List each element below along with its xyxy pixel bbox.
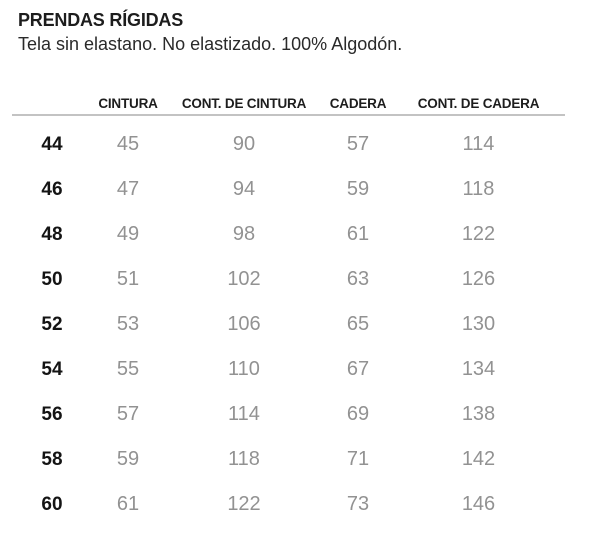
table-row: 48 49 98 61 122 — [12, 212, 565, 257]
value-cell: 134 — [461, 358, 496, 380]
size-cell: 54 — [41, 358, 63, 380]
value-cell: 61 — [116, 493, 140, 515]
value-cell: 53 — [116, 313, 140, 335]
size-cell: 52 — [41, 313, 63, 335]
size-cell: 46 — [41, 178, 63, 200]
value-cell: 63 — [346, 268, 370, 290]
table-row: 46 47 94 59 118 — [12, 167, 565, 212]
value-cell: 126 — [461, 268, 496, 290]
value-cell: 118 — [462, 178, 495, 200]
table-row: 52 53 106 65 130 — [12, 302, 565, 347]
size-cell: 58 — [41, 448, 63, 470]
page-title: PRENDAS RÍGIDAS — [18, 10, 184, 30]
table-body: 44 45 90 57 114 46 47 94 59 118 48 49 98 61 122 50 51 102… — [12, 116, 565, 527]
value-cell: 114 — [462, 133, 495, 155]
size-column-header — [12, 111, 92, 114]
value-cell: 65 — [346, 313, 370, 335]
value-cell: 118 — [228, 448, 260, 470]
value-cell: 122 — [461, 223, 496, 245]
value-cell: 57 — [346, 133, 370, 155]
column-header-cont-de-cadera: CONT. DE CADERA — [417, 96, 540, 111]
value-cell: 106 — [227, 313, 261, 335]
table-row: 50 51 102 63 126 — [12, 257, 565, 302]
value-cell: 47 — [116, 178, 140, 200]
value-cell: 94 — [232, 178, 256, 200]
table-row: 54 55 110 67 134 — [12, 347, 565, 392]
value-cell: 142 — [461, 448, 496, 470]
size-cell: 60 — [41, 493, 63, 515]
table-row: 44 45 90 57 114 — [12, 122, 565, 167]
value-cell: 110 — [228, 358, 260, 380]
value-cell: 55 — [116, 358, 140, 380]
value-cell: 57 — [116, 403, 140, 425]
value-cell: 45 — [116, 133, 140, 155]
page-subtitle: Tela sin elastano. No elastizado. 100% A… — [18, 34, 403, 54]
value-cell: 49 — [116, 223, 140, 245]
value-cell: 146 — [461, 493, 496, 515]
value-cell: 59 — [116, 448, 140, 470]
value-cell: 67 — [346, 358, 370, 380]
value-cell: 102 — [227, 268, 261, 290]
value-cell: 138 — [461, 403, 496, 425]
value-cell: 122 — [227, 493, 261, 515]
size-cell: 56 — [41, 403, 63, 425]
column-header-cont-de-cintura: CONT. DE CINTURA — [181, 96, 307, 111]
value-cell: 90 — [232, 133, 256, 155]
value-cell: 130 — [461, 313, 496, 335]
value-cell: 73 — [346, 493, 370, 515]
size-cell: 48 — [41, 223, 63, 245]
value-cell: 71 — [346, 448, 370, 470]
table-row: 60 61 122 73 146 — [12, 482, 565, 527]
table-row: 58 59 118 71 142 — [12, 437, 565, 482]
size-cell: 50 — [41, 268, 63, 290]
size-cell: 44 — [41, 133, 63, 155]
value-cell: 98 — [232, 223, 256, 245]
value-cell: 51 — [116, 268, 140, 290]
value-cell: 69 — [346, 403, 370, 425]
value-cell: 114 — [228, 403, 260, 425]
column-header-cadera: CADERA — [329, 96, 387, 111]
table-header-row: CINTURA CONT. DE CINTURA CADERA CONT. DE… — [12, 88, 565, 116]
value-cell: 61 — [346, 223, 370, 245]
value-cell: 59 — [346, 178, 370, 200]
table-row: 56 57 114 69 138 — [12, 392, 565, 437]
size-table: CINTURA CONT. DE CINTURA CADERA CONT. DE… — [12, 88, 565, 527]
column-header-cintura: CINTURA — [98, 96, 158, 111]
